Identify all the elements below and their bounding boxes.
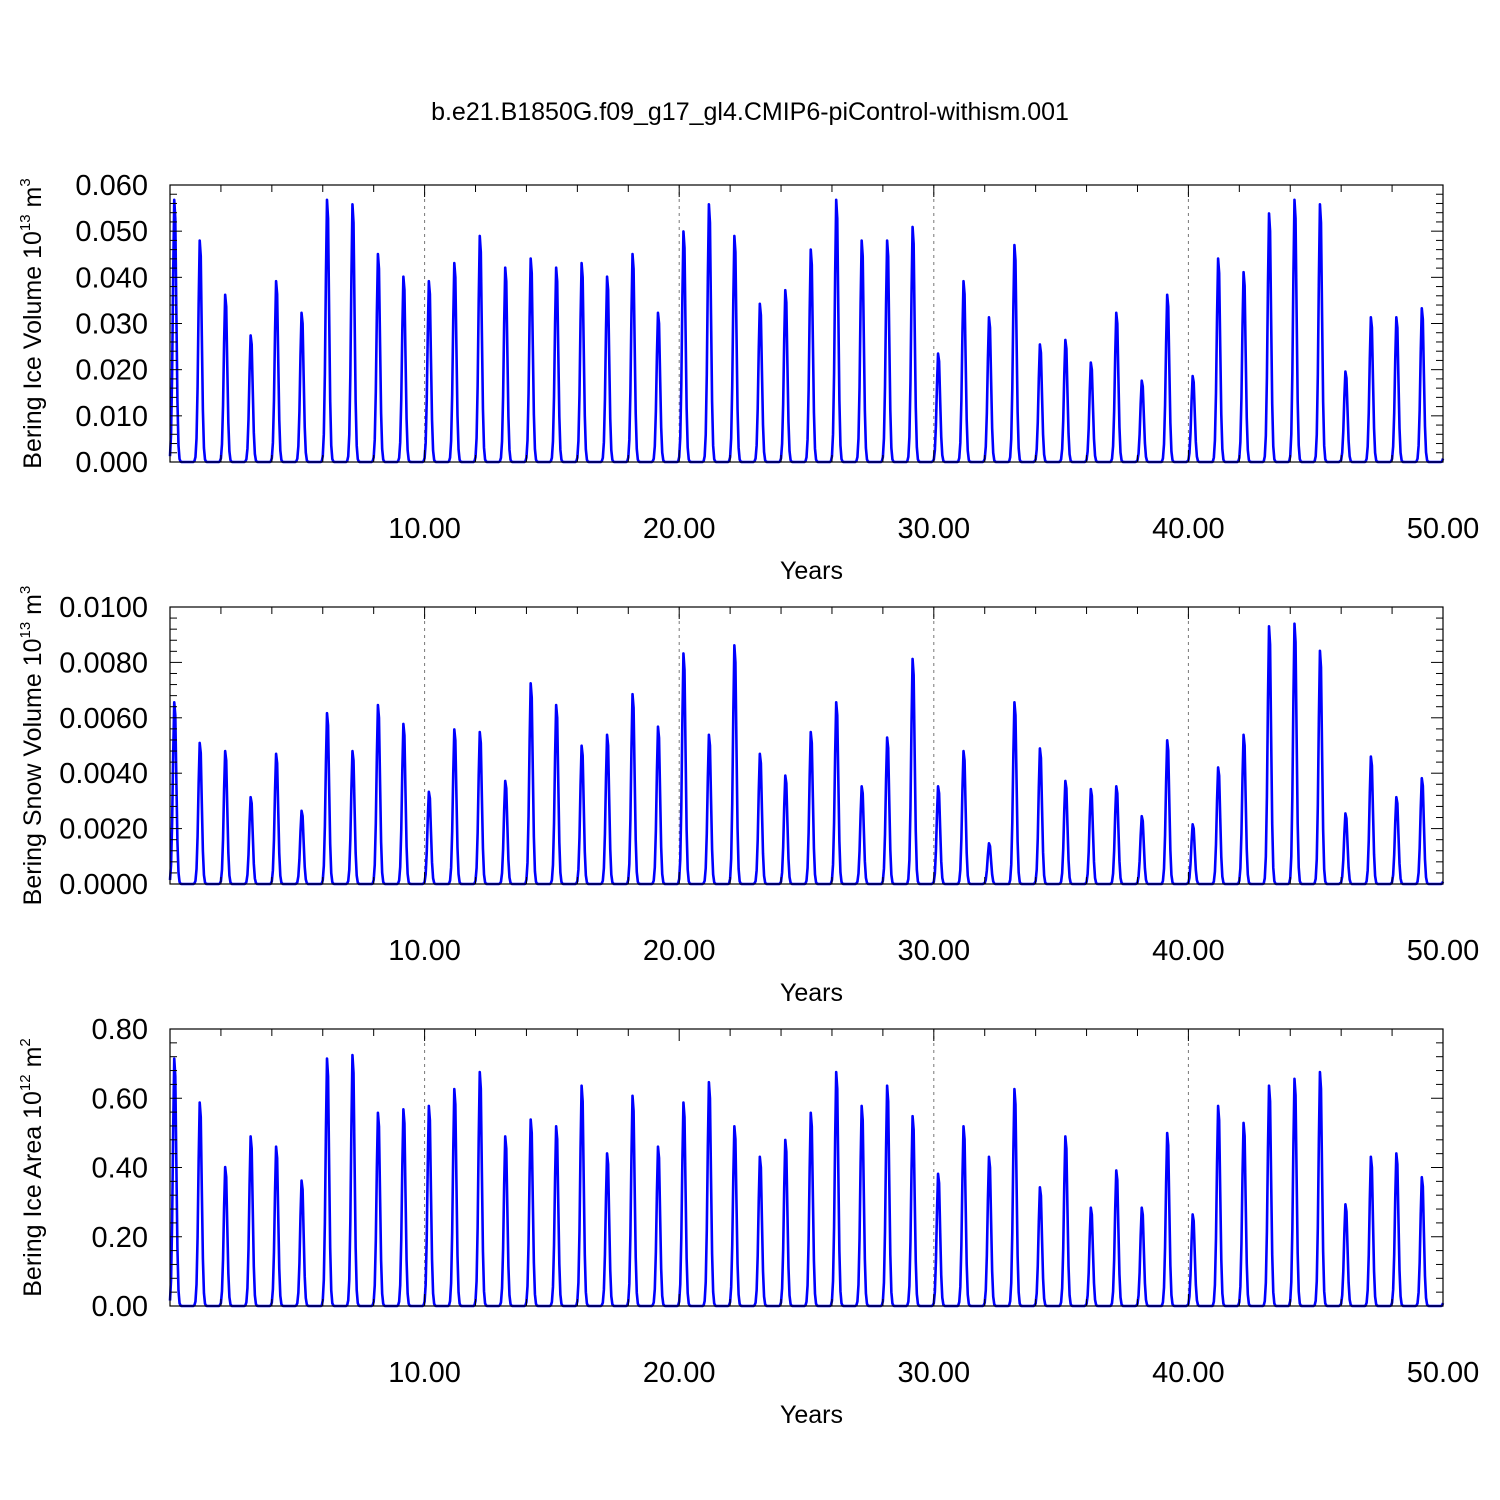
x-tick-label: 20.00 [643,935,716,967]
x-tick-label: 10.00 [388,935,461,967]
x-tick-label: 30.00 [898,1357,971,1389]
y-tick-label: 0.00 [92,1291,148,1323]
y-tick-label: 0.40 [92,1153,148,1185]
x-tick-label: 40.00 [1152,513,1225,545]
x-tick-label: 20.00 [643,513,716,545]
y-tick-label: 0.0020 [59,814,148,846]
x-axis-label: Years [780,557,843,585]
plot-frame [169,606,1444,885]
plot-frame [169,184,1444,463]
y-tick-label: 0.010 [75,401,148,433]
x-tick-label: 40.00 [1152,1357,1225,1389]
y-tick-label: 0.0100 [59,592,148,624]
y-tick-label: 0.0040 [59,758,148,790]
x-axis-label: Years [780,1401,843,1429]
y-tick-label: 0.040 [75,262,148,294]
x-tick-label: 30.00 [898,935,971,967]
x-tick-label: 50.00 [1407,935,1480,967]
x-tick-label: 30.00 [898,513,971,545]
chart-panel-1: 0.000 0.010 0.020 0.030 0.040 0.050 0.060 10.00… [17,170,1479,585]
y-tick-label: 0.030 [75,309,148,341]
chart-panel-3: 0.00 0.20 0.40 0.60 0.80 10.00 20.00 30.00 40.00… [17,1014,1479,1429]
data-series-line [168,198,1445,464]
figure-title: b.e21.B1850G.f09_g17_gl4.CMIP6-piControl… [431,98,1069,126]
y-axis-label: Bering Snow Volume 1013 m3 [17,586,47,906]
x-tick-label: 50.00 [1407,1357,1480,1389]
y-tick-label: 0.060 [75,170,148,202]
y-axis-label: Bering Ice Area 1012 m2 [17,1038,47,1297]
y-tick-label: 0.0060 [59,703,148,735]
data-series-line [168,1053,1445,1308]
x-tick-label: 10.00 [388,1357,461,1389]
y-tick-label: 0.020 [75,355,148,387]
chart-panel-2: 0.0000 0.0020 0.0040 0.0060 0.0080 0.0100 10.0… [17,586,1479,1007]
y-tick-label: 0.0000 [59,869,148,901]
plot-frame [169,1028,1444,1307]
x-tick-label: 40.00 [1152,935,1225,967]
y-axis-label: Bering Ice Volume 1013 m3 [17,178,47,468]
y-tick-label: 0.60 [92,1083,148,1115]
x-tick-label: 10.00 [388,513,461,545]
x-tick-label: 20.00 [643,1357,716,1389]
x-tick-label: 50.00 [1407,513,1480,545]
y-tick-label: 0.0080 [59,647,148,679]
y-tick-label: 0.80 [92,1014,148,1046]
x-axis-label: Years [780,979,843,1007]
y-tick-label: 0.050 [75,216,148,248]
y-tick-label: 0.000 [75,447,148,479]
data-series-line [168,622,1445,886]
y-tick-label: 0.20 [92,1222,148,1254]
